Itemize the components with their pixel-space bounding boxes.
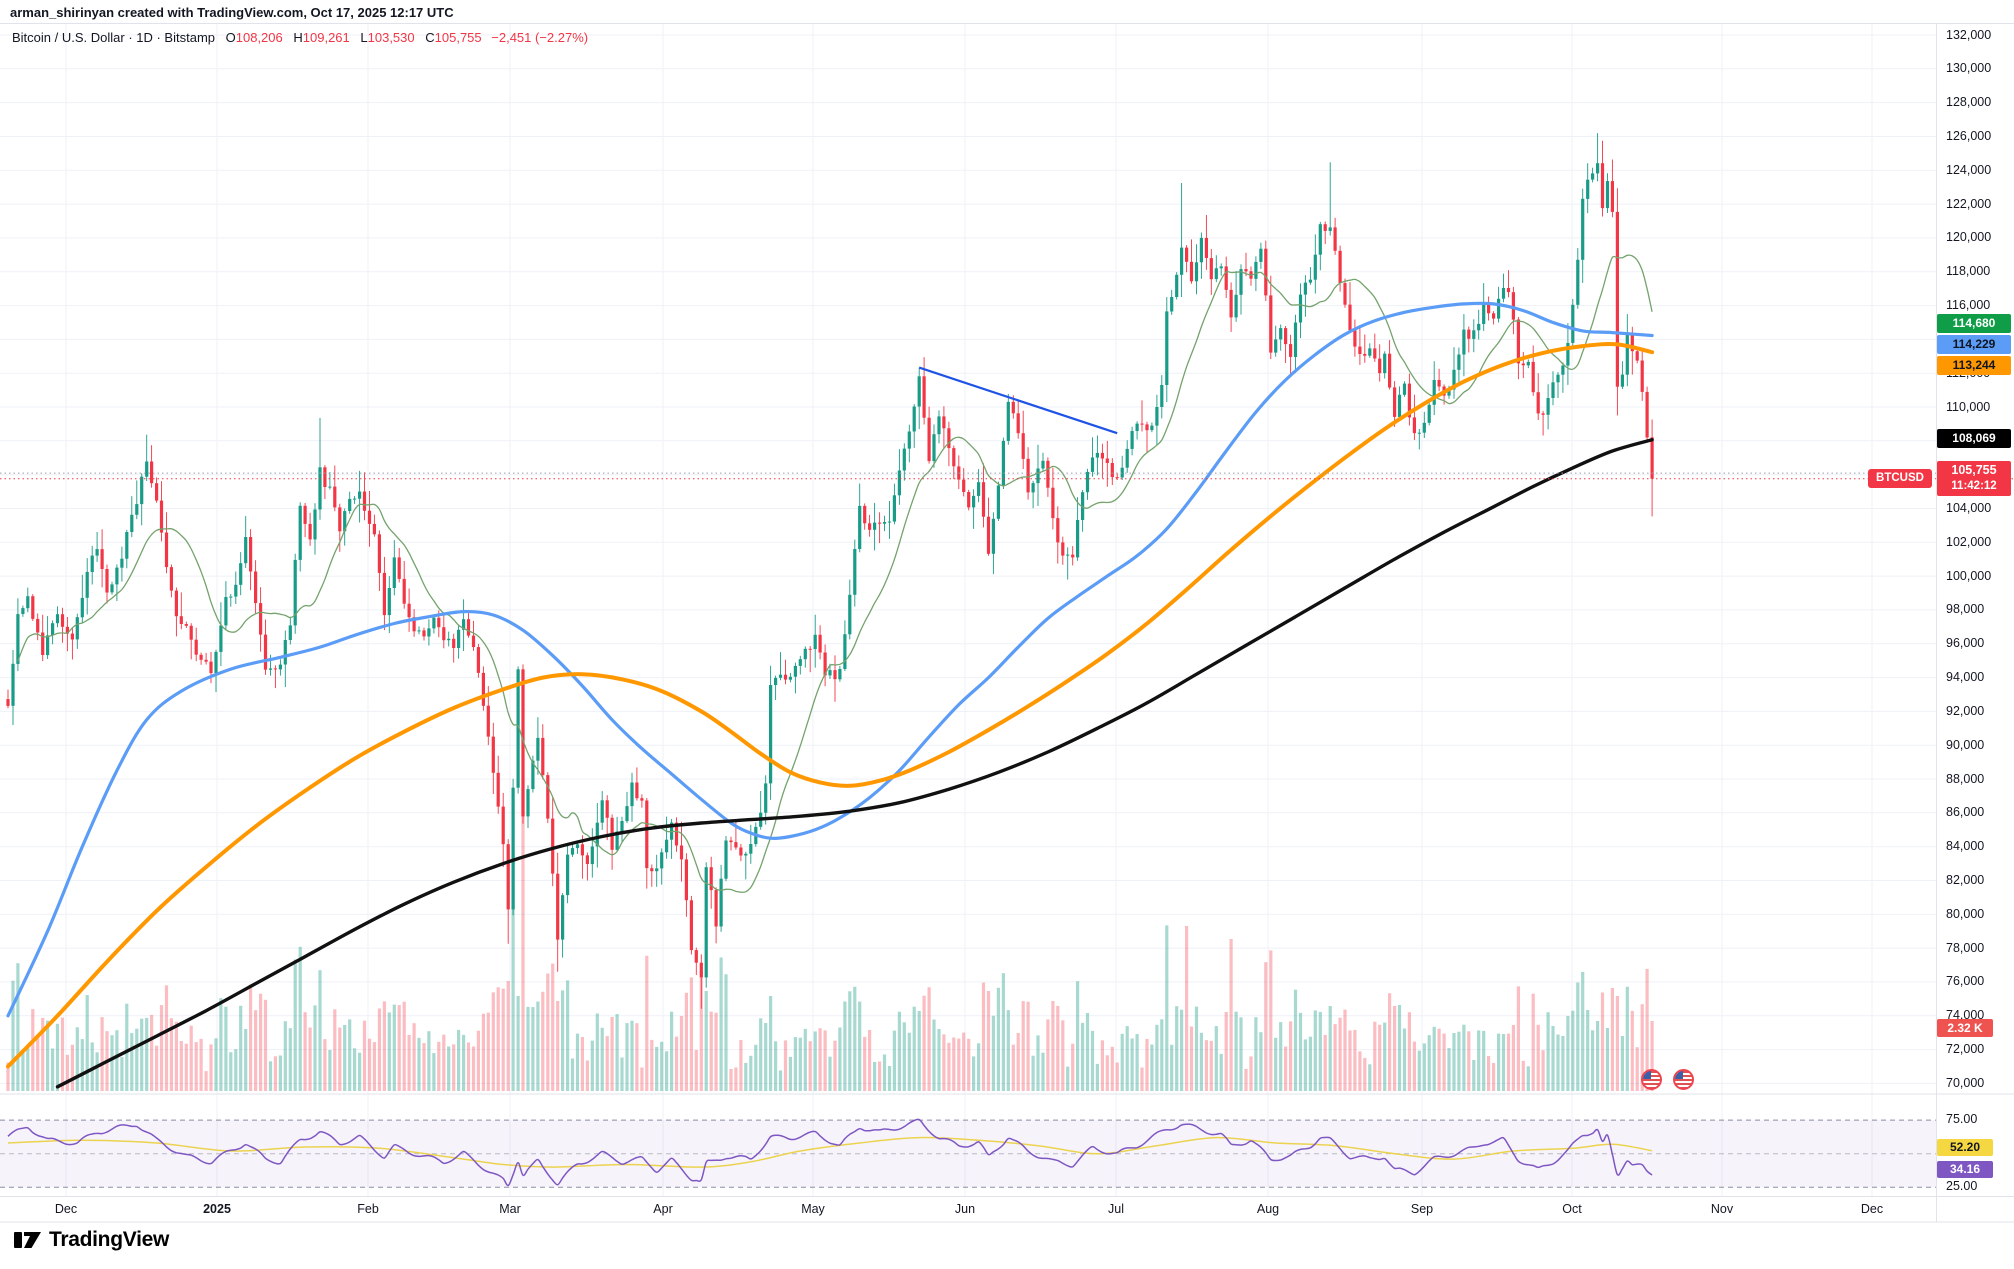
price-tick-label: 74,000: [1946, 1008, 1985, 1022]
ma200-price-badge: 108,069: [1937, 429, 2011, 448]
price-tick-label: 130,000: [1946, 61, 1992, 75]
price-tick-label: 86,000: [1946, 805, 1985, 819]
time-tick-label: Oct: [1562, 1202, 1582, 1216]
time-tick-label: Aug: [1256, 1202, 1280, 1216]
price-tick-label: 84,000: [1946, 839, 1985, 853]
symbol-legend: Bitcoin / U.S. Dollar · 1D · Bitstamp O1…: [12, 30, 588, 45]
change-value: −2,451 (−2.27%): [491, 30, 589, 45]
time-tick-label: Dec: [54, 1202, 78, 1216]
time-tick-label: Nov: [1710, 1202, 1734, 1216]
ma200-line: [55, 438, 1654, 1089]
ma50-line: [6, 301, 1654, 1018]
rsi-value-badge: 34.16: [1937, 1161, 1993, 1178]
time-axis[interactable]: Dec 2025 Feb Mar Apr May Jun Jul Aug Sep Oct Nov Dec: [0, 1197, 1936, 1222]
ma20-line: [17, 254, 1653, 893]
high-value: 109,261: [302, 30, 350, 45]
price-tick-label: 96,000: [1946, 636, 1985, 650]
close-label: C: [425, 30, 435, 45]
rsi-tick-label: 25.00: [1946, 1179, 1978, 1193]
price-tick-label: 100,000: [1946, 569, 1992, 583]
us-flag-event-icon[interactable]: [1641, 1069, 1662, 1090]
symbol-title[interactable]: Bitcoin / U.S. Dollar · 1D · Bitstamp: [12, 30, 215, 45]
open-label: O: [225, 30, 236, 45]
price-tick-label: 82,000: [1946, 873, 1985, 887]
time-tick-label: 2025: [203, 1202, 231, 1216]
tradingview-logo-text: TradingView: [49, 1228, 170, 1251]
time-tick-label: Sep: [1410, 1202, 1434, 1216]
price-tick-label: 118,000: [1946, 264, 1991, 278]
ma20-price-badge: 114,680: [1937, 314, 2011, 333]
price-tick-label: 124,000: [1946, 163, 1992, 177]
price-tick-label: 88,000: [1946, 772, 1985, 786]
volume-bars: [6, 789, 1654, 1091]
time-tick-label: Mar: [499, 1202, 521, 1216]
price-tick-label: 98,000: [1946, 602, 1985, 616]
time-tick-label: Jun: [954, 1202, 976, 1216]
volume-badge: 2.32 K: [1937, 1019, 1993, 1037]
trendline-drawing[interactable]: [918, 366, 1118, 435]
price-tick-label: 128,000: [1946, 95, 1992, 109]
price-tick-label: 104,000: [1946, 501, 1992, 515]
ma100-price-badge: 113,244: [1937, 356, 2011, 375]
low-value: 103,530: [367, 30, 415, 45]
time-tick-label: Feb: [357, 1202, 379, 1216]
price-tick-label: 76,000: [1946, 974, 1985, 988]
price-tick-label: 132,000: [1946, 28, 1992, 42]
price-tick-label: 94,000: [1946, 670, 1985, 684]
time-tick-label: Jul: [1108, 1202, 1124, 1216]
us-flag-event-icon[interactable]: [1673, 1069, 1694, 1090]
rsi-line: [7, 1118, 1653, 1187]
price-tick-label: 92,000: [1946, 704, 1985, 718]
time-tick-label: Dec: [1860, 1202, 1884, 1216]
price-tick-label: 90,000: [1946, 738, 1985, 752]
open-value: 108,206: [235, 30, 283, 45]
price-tick-label: 110,000: [1946, 400, 1991, 414]
candlesticks: [6, 133, 1654, 1009]
rsi-tick-label: 75.00: [1946, 1112, 1978, 1126]
price-tick-label: 72,000: [1946, 1042, 1985, 1056]
price-tick-label: 122,000: [1946, 197, 1992, 211]
attribution-text: arman_shirinyan created with TradingView…: [10, 5, 454, 20]
tradingview-logo[interactable]: TradingView: [14, 1228, 169, 1252]
last-price-badge: 105,755 11:42:12: [1937, 461, 2011, 496]
ma100-line: [6, 342, 1655, 1069]
time-tick-label: Apr: [653, 1202, 673, 1216]
last-price-value: 105,755: [1951, 463, 1997, 477]
close-value: 105,755: [434, 30, 482, 45]
symbol-price-label: BTCUSD: [1868, 469, 1932, 488]
ma50-price-badge: 114,229: [1937, 335, 2011, 354]
rsi-ma-line: [7, 1136, 1653, 1168]
time-tick-label: May: [801, 1202, 825, 1216]
price-tick-label: 80,000: [1946, 907, 1985, 921]
header-separator: [0, 23, 2014, 24]
price-tick-label: 116,000: [1946, 298, 1991, 312]
price-tick-label: 70,000: [1946, 1076, 1985, 1090]
price-axis[interactable]: 70,000 72,000 74,000 76,000 78,000 80,000 82,0…: [1937, 23, 2014, 1222]
high-label: H: [293, 30, 303, 45]
tradingview-logo-icon: [14, 1232, 41, 1248]
price-tick-label: 126,000: [1946, 129, 1992, 143]
low-label: L: [360, 30, 368, 45]
price-tick-label: 102,000: [1946, 535, 1992, 549]
price-tick-label: 78,000: [1946, 941, 1985, 955]
rsi-ma-badge: 52.20: [1937, 1139, 1993, 1156]
price-tick-label: 120,000: [1946, 230, 1992, 244]
bar-countdown: 11:42:12: [1951, 480, 1997, 492]
